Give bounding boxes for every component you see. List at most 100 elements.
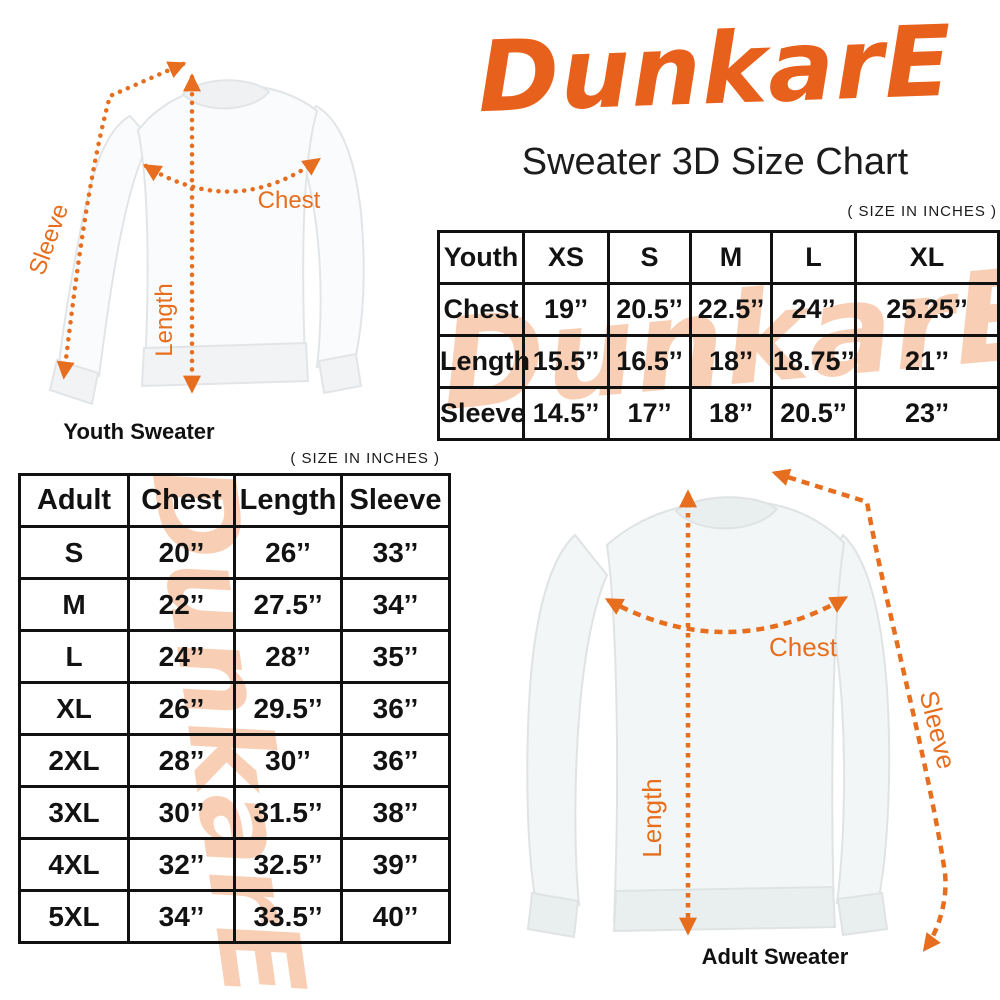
youth-measure-cell: 20.5’’ [770,386,857,441]
adult-left-cuff [526,891,580,939]
youth-measure-cell: 23’’ [854,386,1000,441]
youth-size-header: XL [854,230,1000,285]
adult-size-label: 2XL [18,733,130,788]
adult-chest-measure-arrow [604,596,849,635]
adult-sweater-diagram: Chest Length Sleeve [526,468,962,952]
youth-measure-cell: 21’’ [854,334,1000,389]
adult-measure-cell: 26’’ [233,525,343,580]
adult-measure-cell: 35’’ [340,629,451,684]
adult-size-label: 3XL [18,785,130,840]
youth-diagram-caption: Youth Sweater [63,419,215,444]
adult-size-label: M [18,577,130,632]
adult-right-cuff [836,891,889,937]
youth-sleeve-row: Sleeve 14.5’’ 17’’ 18’’ 20.5’’ 23’’ [437,386,1000,441]
adult-measure-cell: 30’’ [127,785,236,840]
adult-size-label: S [18,525,130,580]
adult-size-row: 4XL 32’’ 32.5’’ 39’’ [18,837,451,892]
adult-length-label: Length [637,778,667,858]
adult-col-header: Sleeve [340,473,451,528]
youth-left-sleeve [57,114,153,378]
youth-measure-cell: 18’’ [689,386,773,441]
youth-measure-cell: 18.75’’ [770,334,857,389]
adult-measure-cell: 29.5’’ [233,681,343,736]
adult-measure-cell: 27.5’’ [233,577,343,632]
youth-right-cuff [317,352,363,395]
youth-measure-cell: 19’’ [522,282,610,337]
adult-units-note: ( SIZE IN INCHES ) [290,450,440,467]
youth-sleeve-label: Sleeve [24,200,74,278]
adult-measure-cell: 34’’ [340,577,451,632]
youth-length-row: Length 15.5’’ 16.5’’ 18’’ 18.75’’ 21’’ [437,334,1000,389]
adult-measure-cell: 40’’ [340,889,451,944]
adult-measure-cell: 24’’ [127,629,236,684]
youth-length-label: Length [151,283,178,356]
adult-measure-cell: 36’’ [340,681,451,736]
youth-measure-cell: 14.5’’ [522,386,610,441]
adult-size-row: 5XL 34’’ 33.5’’ 40’’ [18,889,451,944]
adult-measure-cell: 31.5’’ [233,785,343,840]
adult-sleeve-label: Sleeve [914,688,962,772]
adult-size-label: L [18,629,130,684]
adult-corner-cell: Adult [18,473,130,528]
adult-measure-cell: 22’’ [127,577,236,632]
adult-hem-band [612,885,837,933]
adult-size-row: XL 26’’ 29.5’’ 36’’ [18,681,451,736]
adult-size-row: 2XL 28’’ 30’’ 36’’ [18,733,451,788]
brand-logo: DunkarE [475,4,955,136]
youth-measure-cell: 25.25’’ [854,282,1000,337]
adult-size-label: 4XL [18,837,130,892]
youth-size-header: S [607,230,692,285]
adult-measure-cell: 34’’ [127,889,236,944]
adult-col-header: Chest [127,473,236,528]
youth-row-label: Sleeve [437,386,526,441]
adult-size-row: M 22’’ 27.5’’ 34’’ [18,577,451,632]
adult-sweater-illustration [526,496,891,939]
youth-measure-cell: 16.5’’ [607,334,692,389]
youth-size-table: Youth XS S M L XL Chest 19’’ 20.5’’ 22.5… [437,230,1000,441]
adult-measure-cell: 39’’ [340,837,451,892]
adult-header-row: Adult Chest Length Sleeve [18,473,451,528]
adult-size-row: S 20’’ 26’’ 33’’ [18,525,451,580]
youth-collar [181,79,271,110]
adult-size-label: 5XL [18,889,130,944]
adult-measure-cell: 28’’ [233,629,343,684]
youth-measure-cell: 24’’ [770,282,857,337]
adult-sleeve-measure-arrow [771,468,948,952]
adult-measure-cell: 33.5’’ [233,889,343,944]
adult-size-label: XL [18,681,130,736]
adult-size-row: 3XL 30’’ 31.5’’ 38’’ [18,785,451,840]
youth-header-row: Youth XS S M L XL [437,230,1000,285]
youth-measure-cell: 18’’ [689,334,773,389]
adult-measure-cell: 28’’ [127,733,236,788]
youth-measure-cell: 17’’ [607,386,692,441]
adult-col-header: Length [233,473,343,528]
youth-measure-cell: 20.5’’ [607,282,692,337]
adult-left-sleeve [526,533,609,907]
adult-size-table: Adult Chest Length Sleeve S 20’’ 26’’ 33… [18,473,451,944]
youth-size-header: L [770,230,857,285]
youth-chest-label: Chest [258,187,321,214]
adult-measure-cell: 36’’ [340,733,451,788]
youth-row-label: Length [437,334,530,389]
youth-chest-row: Chest 19’’ 20.5’’ 22.5’’ 24’’ 25.25’’ [437,282,1000,337]
adult-measure-cell: 32.5’’ [233,837,343,892]
page-title: Sweater 3D Size Chart [521,141,909,183]
adult-measure-cell: 32’’ [127,837,236,892]
youth-sweater-diagram: Chest Length Sleeve [24,61,365,406]
adult-measure-cell: 20’’ [127,525,236,580]
youth-sleeve-measure-arrow [56,61,187,380]
youth-units-note: ( SIZE IN INCHES ) [847,203,997,220]
youth-measure-cell: 22.5’’ [689,282,773,337]
youth-measure-cell: 15.5’’ [522,334,610,389]
youth-sweater-illustration [48,79,365,406]
adult-measure-cell: 33’’ [340,525,451,580]
adult-measure-cell: 38’’ [340,785,451,840]
adult-measure-cell: 26’’ [127,681,236,736]
adult-size-row: L 24’’ 28’’ 35’’ [18,629,451,684]
adult-measure-cell: 30’’ [233,733,343,788]
youth-size-header: XS [522,230,610,285]
youth-corner-cell: Youth [437,230,525,285]
adult-diagram-caption: Adult Sweater [701,944,849,969]
youth-size-header: M [689,230,773,285]
